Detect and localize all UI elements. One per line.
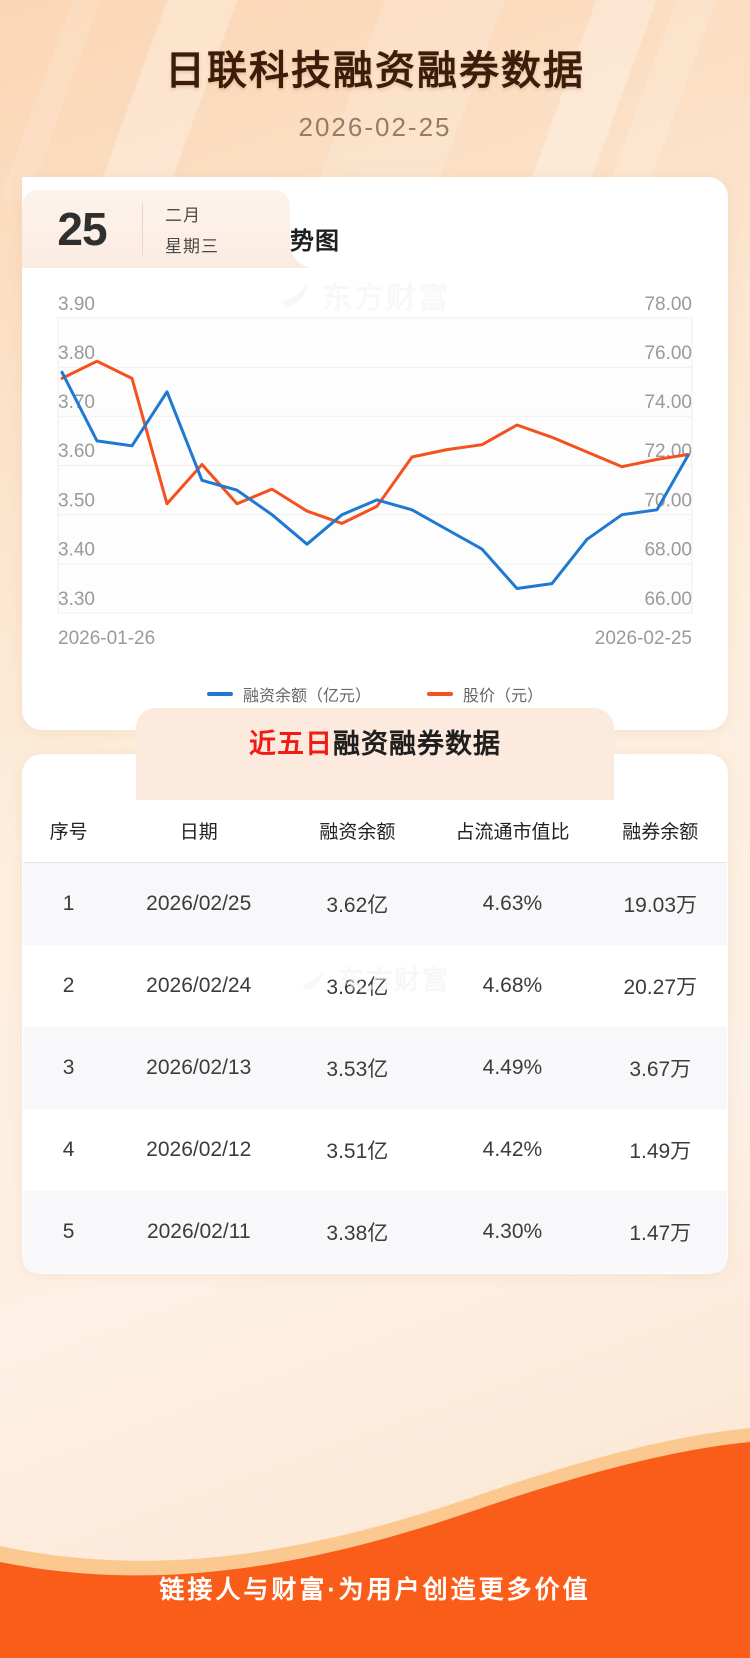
cell-index: 5 [23,1191,115,1273]
svg-text:3.40: 3.40 [58,540,95,561]
svg-text:76.00: 76.00 [644,343,692,364]
page-subtitle-date: 2026-02-25 [298,112,452,142]
cell-margin-balance: 3.53亿 [283,1027,432,1109]
date-day: 25 [57,203,107,255]
column-header-market-ratio: 占流通市值比 [431,801,594,863]
column-header-short-balance: 融券余额 [593,801,727,863]
date-card: 25 二月 星期三 [22,190,316,268]
table-card: 近五日融资融券数据 东方财富 序号 日期 融资余额 占流通市值比 融券余额 [22,708,728,1296]
svg-text:3.50: 3.50 [58,491,95,512]
page-header: 日联科技融资融券数据 2026-02-25 [0,0,750,143]
table-row[interactable]: 3 2026/02/13 3.53亿 4.49% 3.67万 [23,1027,727,1109]
table-row[interactable]: 5 2026/02/11 3.38亿 4.30% 1.47万 [23,1191,727,1273]
footer-wave [0,1428,750,1658]
table-row[interactable]: 4 2026/02/12 3.51亿 4.42% 1.49万 [23,1109,727,1191]
cell-short-balance: 1.47万 [593,1191,727,1273]
cell-margin-balance: 3.62亿 [283,862,432,945]
svg-text:3.60: 3.60 [58,441,95,462]
legend-item-margin-balance[interactable]: 融资余额（亿元） [206,682,371,706]
chart-legend: 融资余额（亿元） 股价（元） [22,682,728,706]
svg-text:74.00: 74.00 [644,392,692,413]
date-weekday: 星期三 [165,237,219,256]
table-header-row: 序号 日期 融资余额 占流通市值比 融券余额 [23,801,727,863]
table-banner: 近五日融资融券数据 [136,708,614,800]
cell-margin-balance: 3.38亿 [283,1191,432,1273]
legend-item-stock-price[interactable]: 股价（元） [427,682,543,706]
table-row[interactable]: 2 2026/02/24 3.62亿 4.68% 20.27万 [23,945,727,1027]
cell-market-ratio: 4.68% [431,945,594,1027]
cell-index: 2 [23,945,115,1027]
svg-text:3.80: 3.80 [58,343,95,364]
column-header-index: 序号 [23,801,115,863]
cell-date: 2026/02/11 [114,1191,284,1273]
footer-slogan: 链接人与财富·为用户创造更多价值 [159,1576,591,1604]
cell-date: 2026/02/25 [114,862,284,945]
legend-swatch-orange [427,692,453,696]
cell-margin-balance: 3.51亿 [283,1109,432,1191]
cell-margin-balance: 3.62亿 [283,945,432,1027]
date-divider [142,203,143,255]
cell-index: 3 [23,1027,115,1109]
page-title: 日联科技融资融券数据 [165,49,585,93]
chart-svg: 3.90 3.80 3.70 3.60 3.50 3.40 3.30 78.00… [57,294,693,649]
cell-index: 1 [23,862,115,945]
legend-label-stock-price: 股价（元） [463,688,544,705]
svg-text:68.00: 68.00 [644,540,692,561]
column-header-margin-balance: 融资余额 [283,801,432,863]
cell-market-ratio: 4.30% [431,1191,594,1273]
column-header-date: 日期 [114,801,284,863]
series-line-margin-balance [60,370,690,590]
cell-short-balance: 3.67万 [593,1027,727,1109]
legend-swatch-blue [206,692,233,696]
x-tick-end: 2026-02-25 [595,628,692,649]
series-line-stock-price [60,359,690,525]
cell-date: 2026/02/13 [114,1027,284,1109]
svg-text:70.00: 70.00 [644,491,692,512]
x-tick-start: 2026-01-26 [58,628,155,649]
page-footer: 链接人与财富·为用户创造更多价值 [0,1428,750,1658]
margin-trading-table: 序号 日期 融资余额 占流通市值比 融券余额 1 2026/02/25 3.62… [22,800,728,1274]
svg-text:78.00: 78.00 [644,294,692,315]
cell-short-balance: 1.49万 [593,1109,727,1191]
cell-market-ratio: 4.42% [431,1109,594,1191]
cell-short-balance: 19.03万 [593,862,727,945]
svg-text:3.30: 3.30 [58,589,95,610]
svg-text:66.00: 66.00 [644,589,692,610]
cell-market-ratio: 4.63% [431,862,594,945]
table-banner-rest: 融资融券数据 [333,729,501,759]
table-banner-highlight: 近五日 [249,729,333,759]
table-inner: 近五日融资融券数据 东方财富 序号 日期 融资余额 占流通市值比 融券余额 [22,708,728,1274]
table-row[interactable]: 1 2026/02/25 3.62亿 4.63% 19.03万 [23,862,727,945]
cell-date: 2026/02/24 [114,945,284,1027]
chart-card: 融资余额和股价走势图 东方财富 3.90 3.80 3.70 3.60 3.50 [22,177,728,730]
cell-short-balance: 20.27万 [593,945,727,1027]
date-month: 二月 [165,206,201,225]
legend-label-margin-balance: 融资余额（亿元） [242,688,371,705]
svg-text:3.90: 3.90 [58,294,95,315]
cell-index: 4 [23,1109,115,1191]
cell-market-ratio: 4.49% [431,1027,594,1109]
cell-date: 2026/02/12 [114,1109,284,1191]
table-banner-title: 近五日融资融券数据 [249,722,501,761]
chart-plot-area: 东方财富 3.90 3.80 3.70 3.60 3.50 3.40 3.30 … [22,278,728,678]
